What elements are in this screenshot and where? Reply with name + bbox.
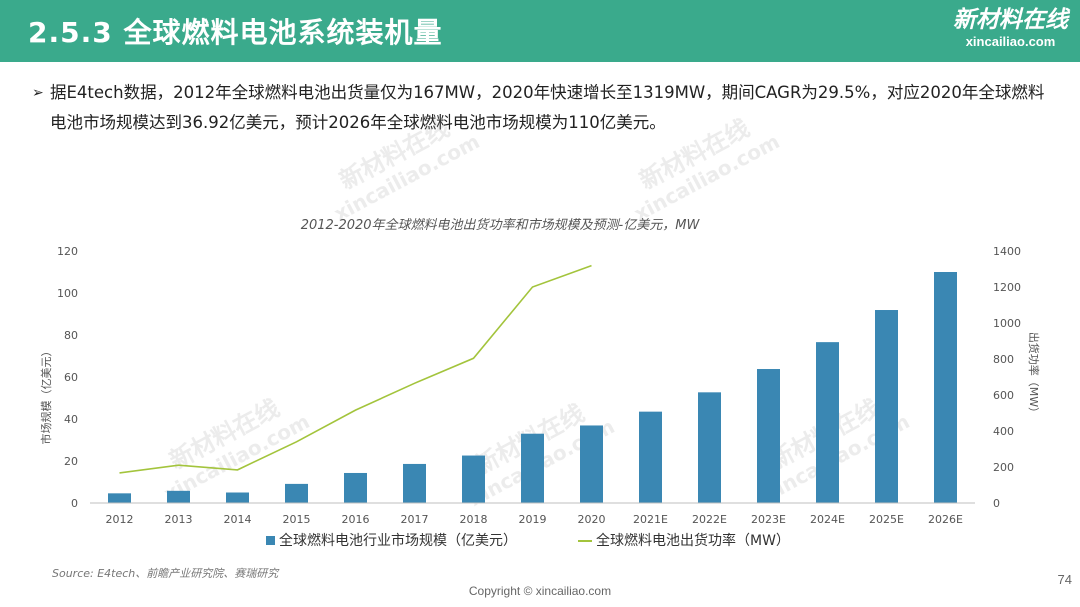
x-tick-label: 2014 xyxy=(224,513,252,526)
x-tick-label: 2020 xyxy=(578,513,606,526)
bar xyxy=(875,310,898,503)
right-axis-label: 出货功率（MW） xyxy=(1027,332,1041,418)
right-tick-label: 1400 xyxy=(993,245,1021,258)
x-tick-label: 2026E xyxy=(928,513,963,526)
bullet-arrow-icon: ➢ xyxy=(32,85,44,101)
left-tick-label: 20 xyxy=(64,455,78,468)
copyright: Copyright © xincailiao.com xyxy=(468,584,612,598)
bar xyxy=(521,433,544,503)
bar xyxy=(580,425,603,503)
logo-main-text: 新材料在线 xyxy=(953,7,1068,33)
x-axis-ticks: 2012 2013 2014 2015 2016 2017 2018 2019 2020 2021… xyxy=(106,513,964,526)
left-tick-label: 100 xyxy=(57,287,78,300)
x-tick-label: 2021E xyxy=(633,513,668,526)
brand-logo: 新材料在线 xincailiao.com xyxy=(953,6,1068,50)
right-tick-label: 400 xyxy=(993,425,1014,438)
header-bar: 2.5.3 全球燃料电池系统装机量 新材料在线 xincailiao.com xyxy=(0,0,1080,62)
x-tick-label: 2015 xyxy=(283,513,311,526)
left-axis-ticks: 0 20 40 60 80 100 120 xyxy=(57,245,78,510)
bar xyxy=(934,272,957,503)
legend-line-label: 全球燃料电池出货功率（MW） xyxy=(596,532,790,549)
logo-sub-text: xincailiao.com xyxy=(965,34,1056,49)
bar xyxy=(226,492,249,503)
line-path xyxy=(119,264,592,474)
x-tick-label: 2012 xyxy=(106,513,134,526)
left-tick-label: 40 xyxy=(64,413,78,426)
chart: 0 20 40 60 80 100 120 0 200 400 600 800 1000 1200 140… xyxy=(39,245,1041,549)
bar xyxy=(108,493,131,503)
bar xyxy=(698,392,721,503)
right-tick-label: 0 xyxy=(993,497,1000,510)
legend: 全球燃料电池行业市场规模（亿美元） 全球燃料电池出货功率（MW） xyxy=(266,532,790,549)
x-tick-label: 2013 xyxy=(165,513,193,526)
summary-bullet: ➢ 据E4tech数据，2012年全球燃料电池出货量仅为167MW，2020年快… xyxy=(32,78,1054,138)
legend-bar-label: 全球燃料电池行业市场规模（亿美元） xyxy=(279,532,517,549)
right-tick-label: 1200 xyxy=(993,281,1021,294)
right-tick-label: 200 xyxy=(993,461,1014,474)
x-tick-label: 2022E xyxy=(692,513,727,526)
bar xyxy=(285,483,308,503)
bar xyxy=(167,490,190,503)
bar xyxy=(639,411,662,503)
left-tick-label: 0 xyxy=(71,497,78,510)
bar xyxy=(344,472,367,503)
left-axis-label: 市场规模（亿美元） xyxy=(39,346,53,445)
page-number: 74 xyxy=(1057,572,1072,587)
page-title: 2.5.3 全球燃料电池系统装机量 xyxy=(28,16,443,49)
bar-series xyxy=(108,272,957,503)
chart-title: 2012-2020年全球燃料电池出货功率和市场规模及预测-亿美元，MW xyxy=(300,218,700,233)
left-tick-label: 60 xyxy=(64,371,78,384)
bar xyxy=(816,342,839,503)
x-tick-label: 2019 xyxy=(519,513,547,526)
source-note: Source: E4tech、前瞻产业研究院、赛瑞研究 xyxy=(52,567,279,580)
right-tick-label: 1000 xyxy=(993,317,1021,330)
right-tick-label: 800 xyxy=(993,353,1014,366)
right-tick-label: 600 xyxy=(993,389,1014,402)
x-tick-label: 2018 xyxy=(460,513,488,526)
x-tick-label: 2023E xyxy=(751,513,786,526)
bar xyxy=(757,369,780,503)
left-tick-label: 120 xyxy=(57,245,78,258)
x-tick-label: 2017 xyxy=(401,513,429,526)
line-series xyxy=(119,264,592,474)
x-tick-label: 2024E xyxy=(810,513,845,526)
summary-text: 据E4tech数据，2012年全球燃料电池出货量仅为167MW，2020年快速增… xyxy=(50,83,1045,132)
right-axis-ticks: 0 200 400 600 800 1000 1200 1400 xyxy=(993,245,1021,510)
bar xyxy=(462,455,485,503)
x-tick-label: 2016 xyxy=(342,513,370,526)
legend-bar-swatch xyxy=(266,536,275,545)
bar xyxy=(403,463,426,503)
left-tick-label: 80 xyxy=(64,329,78,342)
x-tick-label: 2025E xyxy=(869,513,904,526)
